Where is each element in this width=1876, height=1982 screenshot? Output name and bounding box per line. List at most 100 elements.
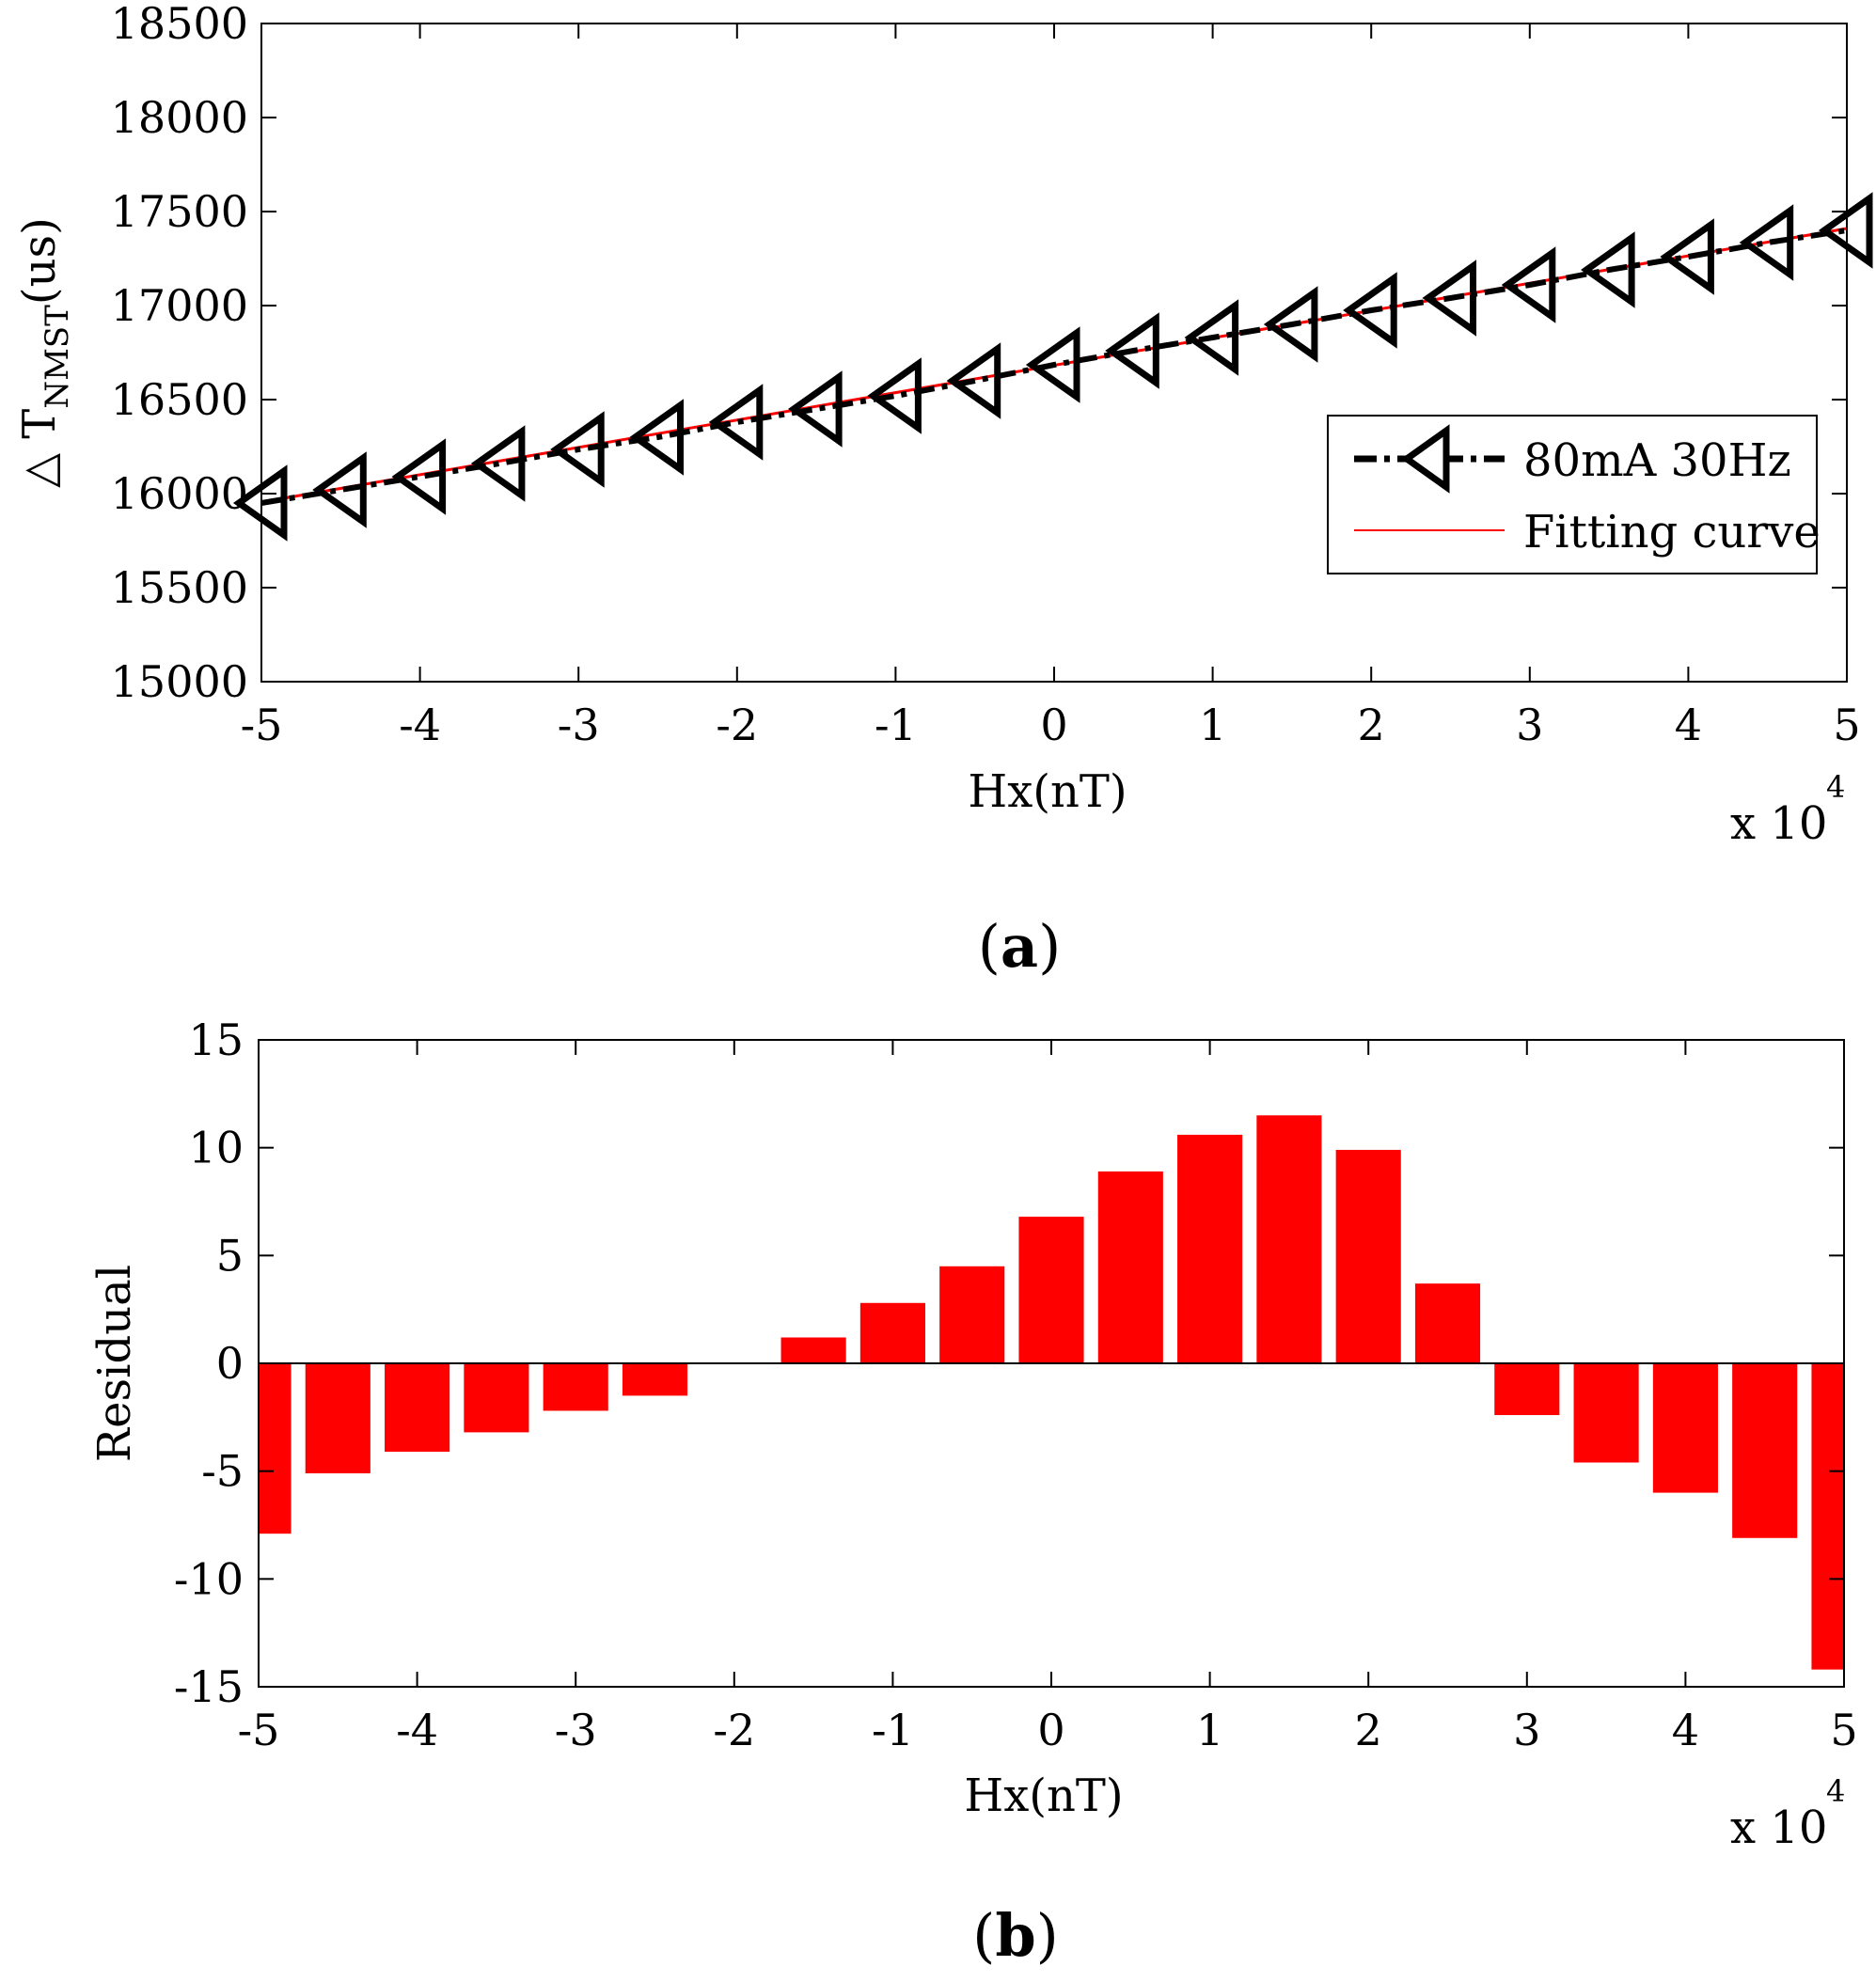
panel-b-label: (b) [972, 1901, 1059, 1970]
panel-a-x-multiplier-exp: 4 [1826, 769, 1845, 805]
b-xtick-label: -5 [238, 1705, 280, 1755]
a-xtick-label: 0 [1040, 700, 1067, 750]
b-xtick-label: 0 [1037, 1705, 1064, 1755]
b-ytick-label: -15 [174, 1661, 244, 1712]
measured-point-marker [1105, 312, 1159, 389]
a-xtick-label: -2 [716, 700, 758, 750]
panel-b-x-multiplier-exp: 4 [1826, 1773, 1845, 1809]
panel-b-x-axis-label: Hx(nT) [964, 1770, 1123, 1822]
panel-b-letter: b [995, 1901, 1035, 1970]
b-xtick-label: 2 [1355, 1705, 1382, 1755]
a-xtick-label: -3 [558, 700, 600, 750]
b-xtick-label: 5 [1830, 1705, 1857, 1755]
residual-bar [780, 1337, 846, 1363]
residual-bar [939, 1266, 1005, 1363]
a-xtick-label: -1 [875, 700, 917, 750]
b-ytick-label: 0 [216, 1338, 244, 1389]
b-xtick-label: 1 [1196, 1705, 1223, 1755]
residual-bar [1414, 1283, 1481, 1363]
residual-bar [1732, 1363, 1798, 1538]
panel-b-x-multiplier-base: x 10 [1730, 1801, 1827, 1854]
measured-point-marker [1422, 260, 1476, 337]
panel-b-y-axis-label: Residual [88, 1265, 141, 1462]
panel-b-x-multiplier: x 10 4 [1730, 1773, 1845, 1854]
residual-bar [1177, 1134, 1243, 1363]
legend-label-measured: 80mA 30Hz [1523, 434, 1791, 487]
b-ytick-label: 10 [188, 1123, 244, 1173]
measured-point-marker [946, 342, 1001, 419]
panel-a-x-tick-labels: -5 -4 -3 -2 -1 0 1 2 3 4 5 [241, 700, 1861, 750]
a-xtick-label: 5 [1833, 700, 1860, 750]
panel-b-axes-box [258, 1039, 1845, 1688]
residual-bar [622, 1363, 688, 1396]
panel-a-label: (a) [978, 912, 1062, 981]
residual-bar [1573, 1363, 1639, 1463]
b-xtick-label: -3 [555, 1705, 597, 1755]
measured-point-marker [1660, 218, 1714, 295]
svg-text:△ TNMST(us): △ TNMST(us) [13, 217, 76, 488]
b-ytick-label: 15 [188, 1015, 244, 1065]
a-xtick-label: 1 [1199, 700, 1226, 750]
a-ytick-label: 17500 [111, 186, 248, 237]
panel-b-y-tick-labels: -15 -10 -5 0 5 10 15 [174, 1015, 244, 1712]
measured-point-marker [391, 438, 447, 515]
b-ytick-label: -10 [174, 1553, 244, 1604]
panel-a-x-multiplier: x 10 4 [1730, 769, 1845, 850]
legend-label-fitting: Fitting curve [1523, 506, 1821, 558]
residual-bar [305, 1363, 370, 1473]
a-ytick-label: 18500 [111, 0, 248, 49]
panel-a-y-tick-labels: 15000 15500 16000 16500 17000 17500 18000 18500 [111, 0, 248, 707]
a-ytick-label: 15000 [111, 656, 248, 707]
measured-point-marker [1581, 231, 1635, 308]
residual-bar [543, 1363, 608, 1411]
b-xtick-label: -2 [713, 1705, 755, 1755]
measured-point-marker [1025, 326, 1080, 403]
measured-point-marker [629, 399, 684, 476]
measured-point-marker [550, 411, 605, 488]
residual-bar [1811, 1363, 1844, 1670]
b-ytick-label: 5 [216, 1230, 244, 1281]
a-xtick-label: 3 [1516, 700, 1543, 750]
legend-box [1327, 415, 1818, 574]
a-ytick-label: 18000 [111, 92, 248, 143]
a-xtick-label: 4 [1675, 700, 1702, 750]
a-ytick-label: 16000 [111, 468, 248, 519]
measured-point-marker [1263, 286, 1318, 363]
residual-bar [385, 1363, 450, 1453]
residual-bar [259, 1363, 292, 1534]
measured-point-marker [312, 451, 367, 528]
residual-bar [1018, 1217, 1084, 1363]
legend-marker-triangle-left [1400, 424, 1450, 494]
measured-point-marker [1343, 272, 1397, 349]
panel-a-line-chart: 15000 15500 16000 16500 17000 17500 18000 18500… [13, 0, 1873, 981]
a-ytick-label: 15500 [111, 562, 248, 613]
a-ytick-label: 17000 [111, 280, 248, 331]
measured-point-marker [1501, 246, 1556, 323]
panel-a-x-axis-label: Hx(nT) [968, 765, 1127, 818]
panel-a-x-multiplier-base: x 10 [1730, 797, 1827, 850]
measured-point-marker [708, 384, 764, 461]
panel-a-legend: 80mA 30Hz Fitting curve [1327, 415, 1821, 574]
measured-point-marker [867, 357, 922, 434]
panel-a-y-label-sub: NMST [39, 305, 76, 409]
residual-bar [1494, 1363, 1560, 1416]
measured-point-marker [788, 370, 843, 448]
panel-a-axes-box [260, 23, 1848, 683]
b-ytick-label: -5 [201, 1446, 244, 1497]
residual-bar [859, 1302, 925, 1363]
a-xtick-label: 2 [1358, 700, 1385, 750]
residual-bar [1097, 1171, 1163, 1363]
panel-a-y-label-suffix: (us) [13, 217, 66, 305]
a-xtick-label: -5 [241, 700, 283, 750]
residual-bar [1335, 1149, 1401, 1363]
panel-a-ticks [260, 23, 1848, 683]
panel-a-y-axis-label: △ TNMST(us) [13, 217, 76, 488]
a-ytick-label: 16500 [111, 374, 248, 425]
b-xtick-label: 3 [1513, 1705, 1540, 1755]
measured-point-marker [1739, 204, 1794, 281]
measured-series [232, 192, 1873, 542]
residual-bar [1256, 1115, 1322, 1363]
residual-bar [1652, 1363, 1718, 1493]
